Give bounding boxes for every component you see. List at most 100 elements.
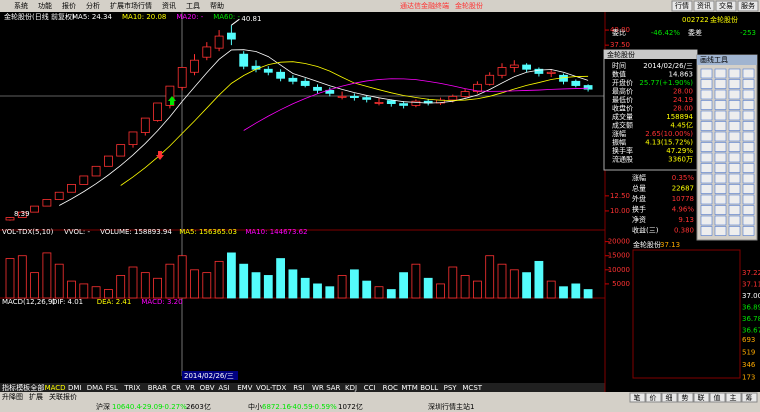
- top-button[interactable]: 行情: [675, 1, 689, 10]
- indicator-tab[interactable]: FSL: [106, 384, 118, 392]
- tool-button[interactable]: [728, 163, 741, 173]
- tool-button[interactable]: [742, 131, 755, 142]
- button[interactable]: [693, 0, 715, 12]
- tool-button[interactable]: [742, 79, 755, 89]
- indicator-tab[interactable]: 指标: [2, 383, 16, 392]
- tool-button[interactable]: [714, 205, 727, 215]
- tool-button[interactable]: [742, 205, 755, 215]
- indicator-tab[interactable]: ASI: [218, 384, 229, 392]
- top-button[interactable]: 资讯: [697, 1, 711, 10]
- tool-button[interactable]: [700, 68, 713, 79]
- tool-button[interactable]: [714, 89, 727, 100]
- tool-button[interactable]: [728, 100, 741, 110]
- indicator-tab[interactable]: MACD: [45, 384, 66, 392]
- tool-button[interactable]: [742, 152, 755, 163]
- menu-item[interactable]: 报价: [62, 1, 76, 10]
- tool-button[interactable]: [714, 226, 727, 236]
- tool-button[interactable]: [700, 205, 713, 215]
- indicator-tab[interactable]: TRIX: [123, 384, 140, 392]
- menu-item[interactable]: 分析: [86, 1, 100, 10]
- tool-button[interactable]: [700, 131, 713, 142]
- panel-tab[interactable]: [645, 392, 662, 403]
- tool-button[interactable]: [728, 215, 741, 226]
- tool-button[interactable]: [714, 194, 727, 205]
- tool-button[interactable]: [714, 110, 727, 121]
- tool-button[interactable]: [728, 89, 741, 100]
- tool-button[interactable]: [728, 173, 741, 184]
- top-button[interactable]: 服务: [741, 1, 755, 10]
- tool-button[interactable]: [742, 100, 755, 110]
- panel-tab[interactable]: [725, 392, 742, 403]
- tool-button[interactable]: [742, 68, 755, 79]
- tool-button[interactable]: [728, 152, 741, 163]
- tool-button[interactable]: [742, 163, 755, 173]
- indicator-tab[interactable]: DMI: [68, 384, 82, 392]
- tool-button[interactable]: [728, 110, 741, 121]
- tool-button[interactable]: [700, 79, 713, 89]
- tool-button[interactable]: [742, 194, 755, 205]
- panel-tab-label[interactable]: 值: [714, 393, 721, 402]
- tool-button[interactable]: [700, 110, 713, 121]
- indicator-tab[interactable]: KDJ: [345, 384, 357, 392]
- indicator-tab[interactable]: SAR: [326, 384, 340, 392]
- tool-button[interactable]: [714, 121, 727, 131]
- tool-button[interactable]: [728, 68, 741, 79]
- panel-tab-label[interactable]: 筹: [746, 393, 753, 402]
- tool-button[interactable]: [714, 131, 727, 142]
- button[interactable]: [671, 0, 693, 12]
- indicator-tab[interactable]: EMV: [237, 384, 252, 392]
- tool-button[interactable]: [700, 152, 713, 163]
- panel-tab-label[interactable]: 细: [666, 393, 673, 402]
- tool-button[interactable]: [714, 184, 727, 194]
- tool-button[interactable]: [714, 100, 727, 110]
- indicator-tab[interactable]: BRAR: [148, 384, 167, 392]
- panel-tab[interactable]: [677, 392, 694, 403]
- indicator-tab[interactable]: OBV: [200, 384, 215, 392]
- tool-button[interactable]: [700, 194, 713, 205]
- panel-tab-label[interactable]: 势: [682, 393, 689, 402]
- tool-button[interactable]: [714, 215, 727, 226]
- tool-button[interactable]: [728, 142, 741, 152]
- tool-button[interactable]: [700, 173, 713, 184]
- tool-button[interactable]: [742, 215, 755, 226]
- indicator-tab[interactable]: ROC: [383, 384, 398, 392]
- indicator-tab[interactable]: 模板: [16, 383, 30, 392]
- bottom-tab[interactable]: 关联报价: [49, 392, 77, 401]
- indicator-tab[interactable]: CR: [171, 384, 181, 392]
- indicator-tab[interactable]: PSY: [444, 384, 458, 392]
- tool-button[interactable]: [700, 100, 713, 110]
- tool-button[interactable]: [714, 79, 727, 89]
- panel-tab-label[interactable]: 价: [650, 394, 657, 402]
- tool-button[interactable]: [714, 173, 727, 184]
- tool-button[interactable]: [700, 121, 713, 131]
- tool-button[interactable]: [728, 121, 741, 131]
- indicator-tab[interactable]: RSI: [293, 384, 304, 392]
- indicator-tab[interactable]: MCST: [462, 384, 482, 392]
- menu-item[interactable]: 帮助: [210, 1, 224, 10]
- tool-button[interactable]: [700, 184, 713, 194]
- menu-item[interactable]: 扩展市场行情: [110, 1, 152, 10]
- panel-tab-label[interactable]: 笔: [634, 393, 641, 402]
- tool-button[interactable]: [742, 173, 755, 184]
- indicator-tab[interactable]: 全部: [30, 383, 44, 392]
- menu-item[interactable]: 工具: [186, 2, 200, 10]
- panel-tab[interactable]: [629, 392, 646, 403]
- indicator-tab[interactable]: WR: [312, 384, 324, 392]
- tool-button[interactable]: [700, 89, 713, 100]
- tool-button[interactable]: [700, 215, 713, 226]
- indicator-tab[interactable]: MTM: [401, 384, 417, 392]
- indicator-tab[interactable]: VR: [185, 384, 195, 392]
- tool-button[interactable]: [728, 194, 741, 205]
- panel-tab-label[interactable]: 联: [698, 393, 705, 402]
- tool-button[interactable]: [742, 110, 755, 121]
- indicator-tab[interactable]: DMA: [87, 384, 103, 392]
- tool-button[interactable]: [742, 226, 755, 236]
- button[interactable]: [737, 0, 759, 12]
- menu-item[interactable]: 系统: [14, 1, 28, 10]
- tool-button[interactable]: [714, 142, 727, 152]
- tool-button[interactable]: [742, 142, 755, 152]
- indicator-tab[interactable]: VOL-TDX: [256, 384, 287, 392]
- tool-button[interactable]: [700, 142, 713, 152]
- indicator-tab[interactable]: BOLL: [420, 384, 438, 392]
- tool-button[interactable]: [742, 89, 755, 100]
